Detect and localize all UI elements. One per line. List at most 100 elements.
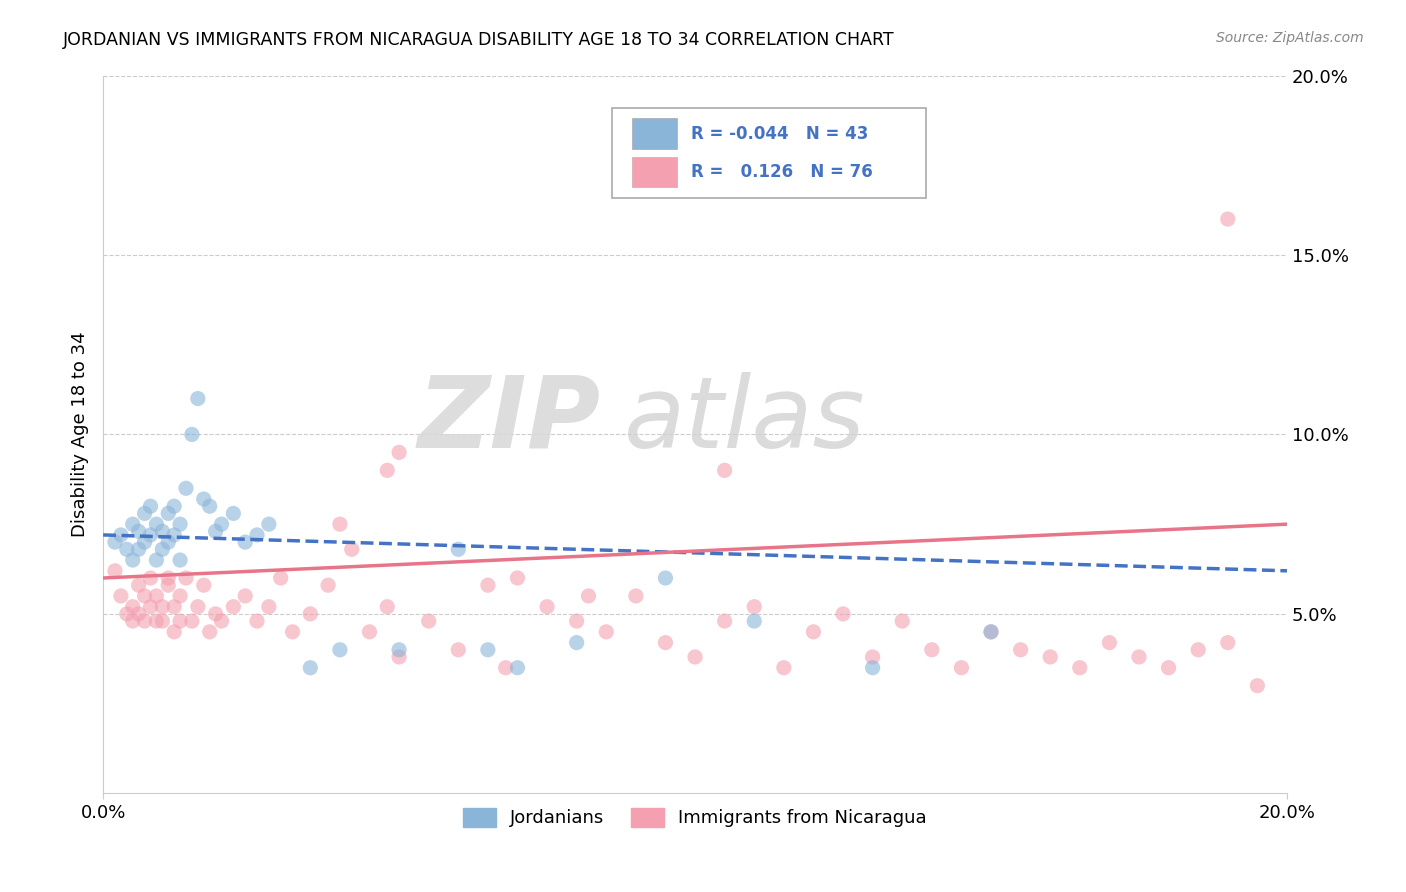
FancyBboxPatch shape: [633, 118, 678, 149]
Point: [565, 614, 588, 628]
Point: [134, 589, 156, 603]
Point: [257, 517, 280, 532]
Point: [246, 614, 269, 628]
Point: [134, 614, 156, 628]
Point: [388, 650, 411, 665]
Point: [145, 517, 167, 532]
Text: JORDANIAN VS IMMIGRANTS FROM NICARAGUA DISABILITY AGE 18 TO 34 CORRELATION CHART: JORDANIAN VS IMMIGRANTS FROM NICARAGUA D…: [63, 31, 894, 49]
Point: [139, 599, 162, 614]
Point: [654, 635, 676, 649]
Point: [654, 571, 676, 585]
Point: [157, 507, 180, 521]
Point: [921, 642, 943, 657]
Point: [624, 589, 647, 603]
Point: [388, 445, 411, 459]
Point: [104, 535, 127, 549]
Point: [121, 599, 143, 614]
Point: [1098, 635, 1121, 649]
Point: [595, 624, 617, 639]
Point: [157, 578, 180, 592]
Point: [128, 524, 150, 539]
Legend: Jordanians, Immigrants from Nicaragua: Jordanians, Immigrants from Nicaragua: [456, 801, 934, 835]
Point: [1246, 679, 1268, 693]
Point: [121, 517, 143, 532]
Point: [299, 661, 322, 675]
Point: [150, 614, 173, 628]
Point: [222, 599, 245, 614]
Point: [388, 642, 411, 657]
Text: atlas: atlas: [624, 372, 866, 468]
Point: [742, 599, 765, 614]
Point: [169, 589, 191, 603]
Point: [204, 524, 226, 539]
Point: [150, 542, 173, 557]
Point: [1187, 642, 1209, 657]
Point: [180, 614, 202, 628]
Point: [713, 463, 735, 477]
FancyBboxPatch shape: [633, 157, 678, 187]
Point: [150, 524, 173, 539]
Point: [713, 614, 735, 628]
Text: R = -0.044   N = 43: R = -0.044 N = 43: [692, 125, 869, 143]
Point: [115, 607, 138, 621]
Point: [506, 571, 529, 585]
Point: [174, 571, 197, 585]
Point: [193, 491, 215, 506]
Text: R =   0.126   N = 76: R = 0.126 N = 76: [692, 163, 873, 181]
Point: [145, 553, 167, 567]
Point: [862, 661, 884, 675]
Point: [139, 528, 162, 542]
Point: [742, 614, 765, 628]
Point: [316, 578, 339, 592]
Point: [211, 517, 233, 532]
Point: [980, 624, 1002, 639]
Point: [150, 599, 173, 614]
Point: [578, 589, 600, 603]
Point: [169, 614, 191, 628]
Point: [1128, 650, 1150, 665]
Point: [980, 624, 1002, 639]
Point: [1216, 212, 1239, 227]
Point: [281, 624, 304, 639]
Point: [506, 661, 529, 675]
Point: [329, 517, 352, 532]
Point: [1069, 661, 1091, 675]
Point: [832, 607, 855, 621]
Point: [157, 571, 180, 585]
Point: [128, 542, 150, 557]
Point: [110, 528, 132, 542]
Point: [110, 589, 132, 603]
Point: [169, 517, 191, 532]
Point: [375, 463, 398, 477]
Point: [340, 542, 363, 557]
Text: Source: ZipAtlas.com: Source: ZipAtlas.com: [1216, 31, 1364, 45]
Point: [128, 578, 150, 592]
Point: [198, 500, 221, 514]
Point: [1216, 635, 1239, 649]
Point: [104, 564, 127, 578]
Point: [359, 624, 381, 639]
Point: [211, 614, 233, 628]
Point: [246, 528, 269, 542]
Text: ZIP: ZIP: [418, 372, 600, 468]
Point: [477, 642, 499, 657]
Point: [233, 535, 256, 549]
Point: [187, 392, 209, 406]
Point: [198, 624, 221, 639]
Point: [772, 661, 794, 675]
Point: [204, 607, 226, 621]
Point: [257, 599, 280, 614]
Point: [121, 553, 143, 567]
Point: [495, 661, 517, 675]
Point: [128, 607, 150, 621]
Point: [447, 542, 470, 557]
Point: [803, 624, 825, 639]
Point: [145, 589, 167, 603]
Point: [163, 528, 186, 542]
Point: [477, 578, 499, 592]
Point: [115, 542, 138, 557]
Point: [139, 500, 162, 514]
Point: [447, 642, 470, 657]
Point: [536, 599, 558, 614]
Point: [163, 500, 186, 514]
